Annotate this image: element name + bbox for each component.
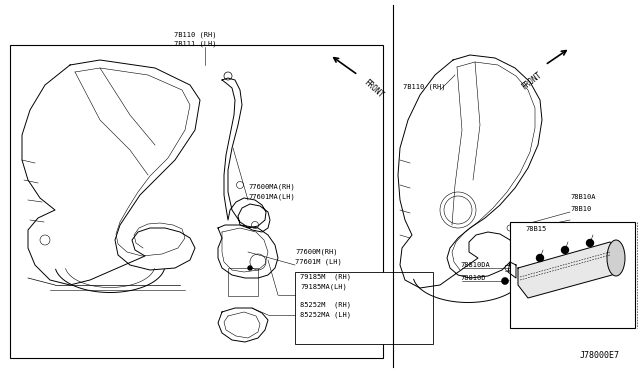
Circle shape: [502, 278, 509, 285]
Text: 85252M  (RH): 85252M (RH): [300, 301, 351, 308]
Text: 78B10A: 78B10A: [570, 194, 595, 200]
Text: 78810DA: 78810DA: [460, 262, 490, 268]
Polygon shape: [518, 242, 620, 298]
Text: FRONT: FRONT: [362, 78, 385, 100]
Ellipse shape: [607, 240, 625, 276]
Text: 79185M  (RH): 79185M (RH): [300, 273, 351, 280]
Circle shape: [248, 266, 252, 270]
Text: 77600MA(RH): 77600MA(RH): [248, 183, 295, 190]
Bar: [295, 272, 433, 344]
Text: 78B15: 78B15: [525, 226, 547, 232]
Text: FRONT: FRONT: [520, 70, 544, 92]
Circle shape: [561, 247, 568, 253]
Text: 7B110 (RH): 7B110 (RH): [173, 32, 216, 38]
Text: 7B110 (RH): 7B110 (RH): [403, 83, 445, 90]
Circle shape: [536, 254, 543, 262]
Text: J78000E7: J78000E7: [580, 351, 620, 360]
Text: 79185MA(LH): 79185MA(LH): [300, 283, 347, 290]
Circle shape: [586, 240, 593, 247]
Text: 78B10: 78B10: [570, 206, 591, 212]
Text: 77601M (LH): 77601M (LH): [295, 259, 342, 265]
Text: 85252MA (LH): 85252MA (LH): [300, 311, 351, 318]
Bar: [10, 45, 383, 358]
Bar: [228, 268, 258, 296]
Text: 7B111 (LH): 7B111 (LH): [173, 41, 216, 47]
Bar: [510, 222, 635, 328]
Text: 77601MA(LH): 77601MA(LH): [248, 193, 295, 200]
Text: 78810D: 78810D: [460, 275, 486, 281]
Text: 77600M(RH): 77600M(RH): [295, 248, 337, 255]
